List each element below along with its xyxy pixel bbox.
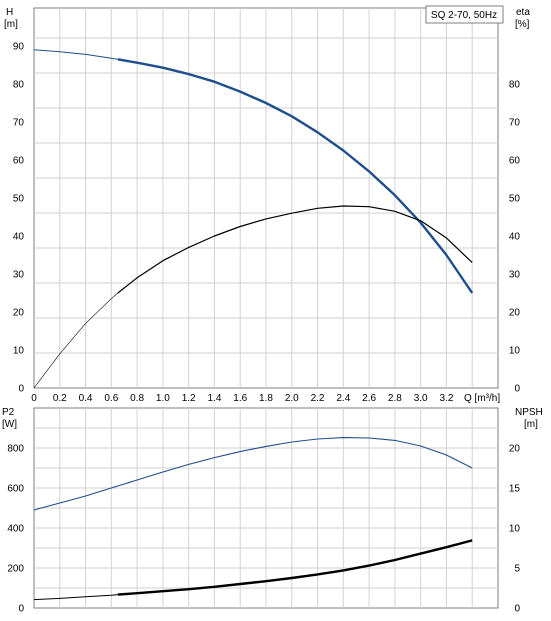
- x-tick-label: 1.0: [156, 393, 170, 404]
- y-right-tick-label: 20: [509, 308, 521, 319]
- y-left-tick-label: 60: [13, 156, 25, 167]
- top-grid: [34, 8, 498, 388]
- y-right-tick-label: 5: [514, 564, 520, 575]
- y-left-tick-label: 90: [13, 42, 25, 53]
- top-right-axis-label-2: [%]: [515, 19, 530, 30]
- x-tick-label: 1.4: [207, 393, 221, 404]
- y-left-tick-label: 70: [13, 118, 25, 129]
- y-right-tick-label: 15: [509, 484, 521, 495]
- series-npsh-curve-start: [33, 594, 118, 601]
- y-right-tick-label: 50: [509, 194, 521, 205]
- x-tick-label: 2.2: [311, 393, 325, 404]
- top-left-axis-label-2: [m]: [4, 19, 18, 30]
- y-left-tick-label: 50: [13, 194, 25, 205]
- x-tick-label: 0: [31, 393, 37, 404]
- bottom-right-axis-label-1: NPSH: [515, 407, 543, 418]
- x-tick-label: 0.2: [53, 393, 67, 404]
- y-left-tick-label: 0: [18, 384, 24, 395]
- x-tick-label: 0.8: [130, 393, 144, 404]
- x-tick-label: 0.4: [79, 393, 93, 404]
- bottom-grid: [34, 408, 498, 608]
- x-tick-label: 3.0: [414, 393, 428, 404]
- bottom-left-axis-label-1: P2: [2, 407, 15, 418]
- y-left-tick-label: 20: [13, 308, 25, 319]
- series-h-curve-start: [33, 49, 118, 60]
- y-left-tick-label: 600: [7, 484, 24, 495]
- series-h-curve: [117, 58, 474, 294]
- chart-title: SQ 2-70, 50Hz: [431, 10, 497, 21]
- x-tick-label: 0.6: [104, 393, 118, 404]
- bottom-right-axis-label-2: [m]: [524, 419, 538, 430]
- bottom-curves: [33, 437, 473, 601]
- series-eta-curve: [117, 205, 473, 294]
- y-left-tick-label: 0: [18, 604, 24, 615]
- y-left-tick-label: 10: [13, 346, 25, 357]
- y-left-tick-label: 80: [13, 80, 25, 91]
- y-right-tick-label: 10: [509, 524, 521, 535]
- y-left-tick-label: 800: [7, 444, 24, 455]
- x-tick-label: 2.6: [362, 393, 376, 404]
- series-npsh-curve: [117, 539, 473, 596]
- y-right-tick-label: 0: [514, 604, 520, 615]
- y-right-tick-label: 60: [509, 156, 521, 167]
- y-right-tick-label: 20: [509, 444, 521, 455]
- top-right-axis-label-1: eta: [516, 7, 530, 18]
- x-tick-label: 1.6: [233, 393, 247, 404]
- y-right-tick-label: 30: [509, 270, 521, 281]
- y-left-tick-label: 30: [13, 270, 25, 281]
- y-right-tick-label: 40: [509, 232, 521, 243]
- top-left-axis-label-1: H: [6, 7, 13, 18]
- x-tick-label: 2.4: [336, 393, 350, 404]
- y-right-tick-label: 70: [509, 118, 521, 129]
- bottom-ticks: 0 200 400 600 800 0 5 10 15 20: [7, 444, 520, 615]
- x-tick-label: 1.8: [259, 393, 273, 404]
- y-right-tick-label: 10: [509, 346, 521, 357]
- x-tick-label: 2.0: [285, 393, 299, 404]
- top-ticks: 0 0.2 0.4 0.6 0.8 1.0 1.2 1.4 1.6 1.8 2.0 2.2 2.4 2.6…: [13, 42, 521, 405]
- x-tick-label: 3.2: [439, 393, 453, 404]
- y-left-tick-label: 40: [13, 232, 25, 243]
- y-right-tick-label: 80: [509, 80, 521, 91]
- bottom-left-axis-label-2: [W]: [2, 419, 17, 430]
- x-axis-label: Q [m³/h]: [464, 393, 500, 404]
- top-curves: [33, 49, 474, 389]
- series-eta-curve-start: [33, 292, 118, 389]
- y-right-tick-label: 0: [514, 384, 520, 395]
- y-left-tick-label: 400: [7, 524, 24, 535]
- x-tick-label: 1.2: [182, 393, 196, 404]
- title-box: [425, 5, 504, 24]
- x-tick-label: 2.8: [388, 393, 402, 404]
- series-p2-curve: [33, 437, 473, 511]
- y-left-tick-label: 200: [7, 564, 24, 575]
